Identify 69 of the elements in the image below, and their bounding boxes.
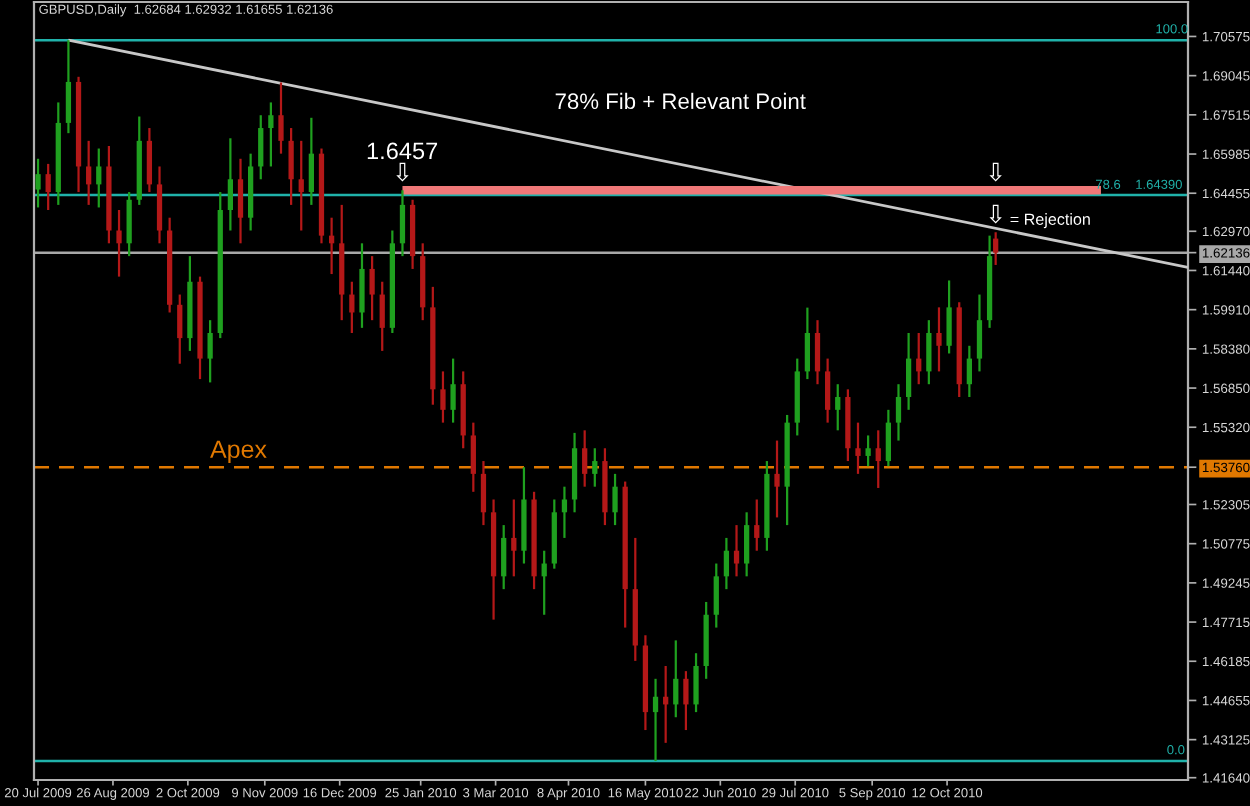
candlestick [754,498,760,552]
candlestick [835,383,841,432]
candlestick [288,126,294,206]
annotation: Apex [210,440,267,464]
candlestick [592,447,598,488]
candlestick [582,429,588,488]
candlestick [744,511,750,578]
candlestick [258,114,264,181]
annotation: ⇩ [989,204,1002,224]
candlestick [227,137,234,232]
candlestick [723,536,730,591]
candlestick [733,524,740,578]
candlestick [207,319,213,384]
candlestick [885,408,891,468]
candlestick [774,439,780,519]
candlestick [237,157,244,245]
candlestick [359,242,365,329]
candlestick [926,319,932,386]
candlestick [855,421,861,475]
candlestick [116,208,122,278]
candlestick [865,434,871,468]
candlestick [875,429,881,490]
candlestick [976,293,983,373]
candlestick [45,162,51,212]
annotation: ⇩ [989,162,1002,182]
candlestick [561,485,568,540]
candlestick [916,331,922,386]
candlestick [278,81,284,155]
candlestick [268,101,274,168]
candlestick [369,255,375,322]
candlestick [298,139,304,232]
candlestick [379,280,385,353]
candlestick [895,383,902,442]
candlestick [177,293,183,365]
candlestick [480,459,487,527]
candlestick [966,344,972,399]
candlestick [450,357,456,424]
annotation: = Rejection [1010,213,1090,229]
candlestick [399,189,406,258]
candlestick [126,190,132,258]
candlestick [673,639,679,719]
candlestick [612,472,618,527]
candlestick [905,331,912,411]
candlestick [470,421,476,493]
candlestick [440,370,446,424]
candlestick [541,549,547,616]
annotation: ⇩ [396,162,409,182]
candlestick [35,157,41,209]
candlestick [946,279,952,355]
candlestick [804,306,811,381]
candlestick [814,319,821,386]
candlestick [993,231,999,267]
candlestick [693,652,699,714]
candlestick [96,147,102,209]
annotation: 78% Fib + Relevant Point [555,92,806,110]
candlestick [86,139,92,206]
candlestick [713,562,719,629]
candlestick [146,126,153,194]
candlestick [825,357,831,424]
candlestick [936,306,942,373]
candlestick [156,165,163,245]
candlestick [683,670,689,732]
candlestick [349,280,355,335]
annotation: 1.6457 [367,142,438,160]
candlestick [652,677,659,763]
candlestick [511,498,517,578]
candlestick [308,116,314,206]
candlestick [501,524,507,591]
candlestick [65,39,72,135]
